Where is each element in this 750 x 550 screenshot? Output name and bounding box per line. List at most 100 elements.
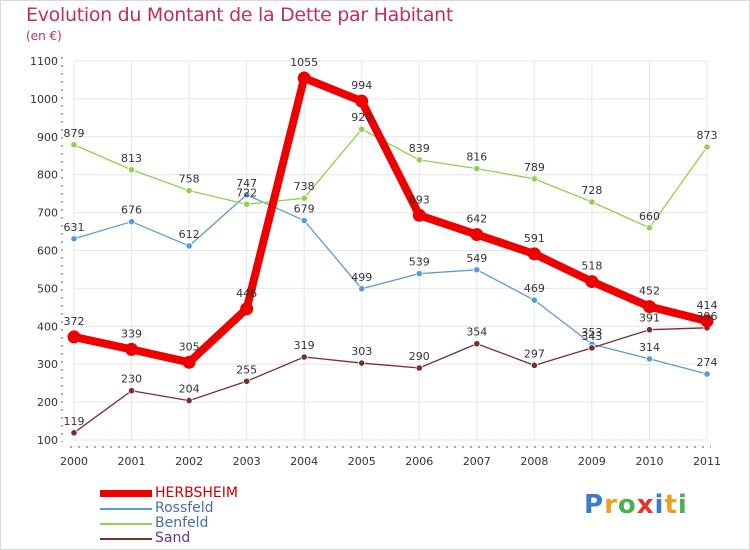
y-tick-label: 1000 xyxy=(30,93,58,106)
data-point xyxy=(300,353,308,361)
y-tick-label: 600 xyxy=(37,245,58,258)
data-point xyxy=(185,242,193,250)
x-tick-label: 2002 xyxy=(175,455,203,468)
data-label: 452 xyxy=(639,285,660,298)
data-point xyxy=(530,175,538,183)
data-label: 679 xyxy=(294,203,315,216)
data-point xyxy=(125,342,139,356)
data-label: 728 xyxy=(581,184,602,197)
y-tick-label: 200 xyxy=(37,396,58,409)
y-tick-label: 700 xyxy=(37,207,58,220)
logo-letter: r xyxy=(604,490,618,520)
data-point xyxy=(645,224,654,232)
data-point xyxy=(243,200,251,208)
data-point xyxy=(700,314,714,328)
x-tick-label: 2004 xyxy=(290,455,318,468)
data-label: 204 xyxy=(179,383,200,396)
data-point xyxy=(297,71,311,85)
legend-swatch xyxy=(100,523,152,525)
data-point xyxy=(412,208,426,222)
data-label: 873 xyxy=(697,129,718,142)
data-point xyxy=(70,235,78,243)
data-point xyxy=(355,94,369,108)
data-point xyxy=(243,191,251,199)
logo-letter: P xyxy=(584,490,605,520)
chart-title: Evolution du Montant de la Dette par Hab… xyxy=(26,4,454,26)
data-point xyxy=(415,364,423,372)
x-tick-label: 2001 xyxy=(118,455,146,468)
data-label: 319 xyxy=(294,339,315,352)
data-point xyxy=(358,359,366,367)
x-tick-label: 2006 xyxy=(405,455,433,468)
data-label: 676 xyxy=(121,204,142,217)
data-label: 255 xyxy=(236,363,257,376)
data-label: 813 xyxy=(121,152,142,165)
legend-label: Rossfeld xyxy=(155,500,214,516)
data-point xyxy=(67,330,81,344)
data-label: 339 xyxy=(121,327,142,340)
x-tick-label: 2005 xyxy=(348,455,376,468)
data-label: 314 xyxy=(639,341,660,354)
x-tick-label: 2008 xyxy=(520,455,548,468)
legend-swatch xyxy=(100,538,152,540)
data-point xyxy=(527,247,541,261)
legend-item: HERBSHEIM xyxy=(100,486,300,501)
data-point xyxy=(588,344,596,352)
legend-swatch xyxy=(100,508,152,510)
data-label: 789 xyxy=(524,161,545,174)
data-point xyxy=(645,326,654,334)
logo-letter: t xyxy=(664,490,678,520)
data-label: 391 xyxy=(639,312,660,325)
data-point xyxy=(185,187,193,195)
data-label: 372 xyxy=(64,315,85,328)
data-point xyxy=(470,228,484,242)
chart-subtitle: (en €) xyxy=(26,29,62,43)
series-line-herbsheim xyxy=(73,74,708,367)
data-point xyxy=(645,355,654,363)
data-label: 693 xyxy=(409,193,430,206)
data-label: 518 xyxy=(581,260,602,273)
data-label: 758 xyxy=(179,173,200,186)
y-tick-label: 800 xyxy=(37,169,58,182)
data-label: 631 xyxy=(64,221,85,234)
series-line-benfeld xyxy=(73,128,708,229)
y-tick-label: 400 xyxy=(37,320,58,333)
data-label: 920 xyxy=(351,111,372,124)
y-tick-label: 900 xyxy=(37,131,58,144)
data-label: 353 xyxy=(581,326,602,339)
y-tick-label: 100 xyxy=(37,434,58,447)
data-label: 994 xyxy=(351,79,372,92)
x-tick-label: 2011 xyxy=(693,455,721,468)
data-point xyxy=(182,355,196,369)
legend-label: HERBSHEIM xyxy=(155,485,238,501)
y-tick-label: 1100 xyxy=(30,55,58,68)
data-label: 1055 xyxy=(290,56,318,69)
legend-item: Sand xyxy=(100,531,300,546)
logo-letter: i xyxy=(654,490,665,520)
data-point xyxy=(703,143,711,151)
data-label: 290 xyxy=(409,350,430,363)
data-label: 343 xyxy=(581,330,602,343)
data-label: 839 xyxy=(409,142,430,155)
series-line-rossfeld xyxy=(73,194,708,375)
data-label: 274 xyxy=(697,356,718,369)
data-label: 305 xyxy=(179,340,200,353)
x-tick-label: 2010 xyxy=(635,455,663,468)
data-label: 354 xyxy=(466,326,487,339)
data-label: 642 xyxy=(466,213,487,226)
data-label: 119 xyxy=(64,415,85,428)
data-point xyxy=(185,396,193,405)
y-tick-label: 300 xyxy=(37,358,58,371)
data-point xyxy=(127,387,136,395)
data-label: 747 xyxy=(236,177,257,190)
data-point xyxy=(642,300,656,314)
data-label: 230 xyxy=(121,373,142,386)
x-tick-label: 2009 xyxy=(578,455,606,468)
data-point xyxy=(70,141,78,149)
data-label: 539 xyxy=(409,256,430,269)
data-label: 549 xyxy=(466,252,487,265)
legend-swatch xyxy=(100,490,152,497)
data-label: 591 xyxy=(524,232,545,245)
data-point xyxy=(70,429,78,437)
